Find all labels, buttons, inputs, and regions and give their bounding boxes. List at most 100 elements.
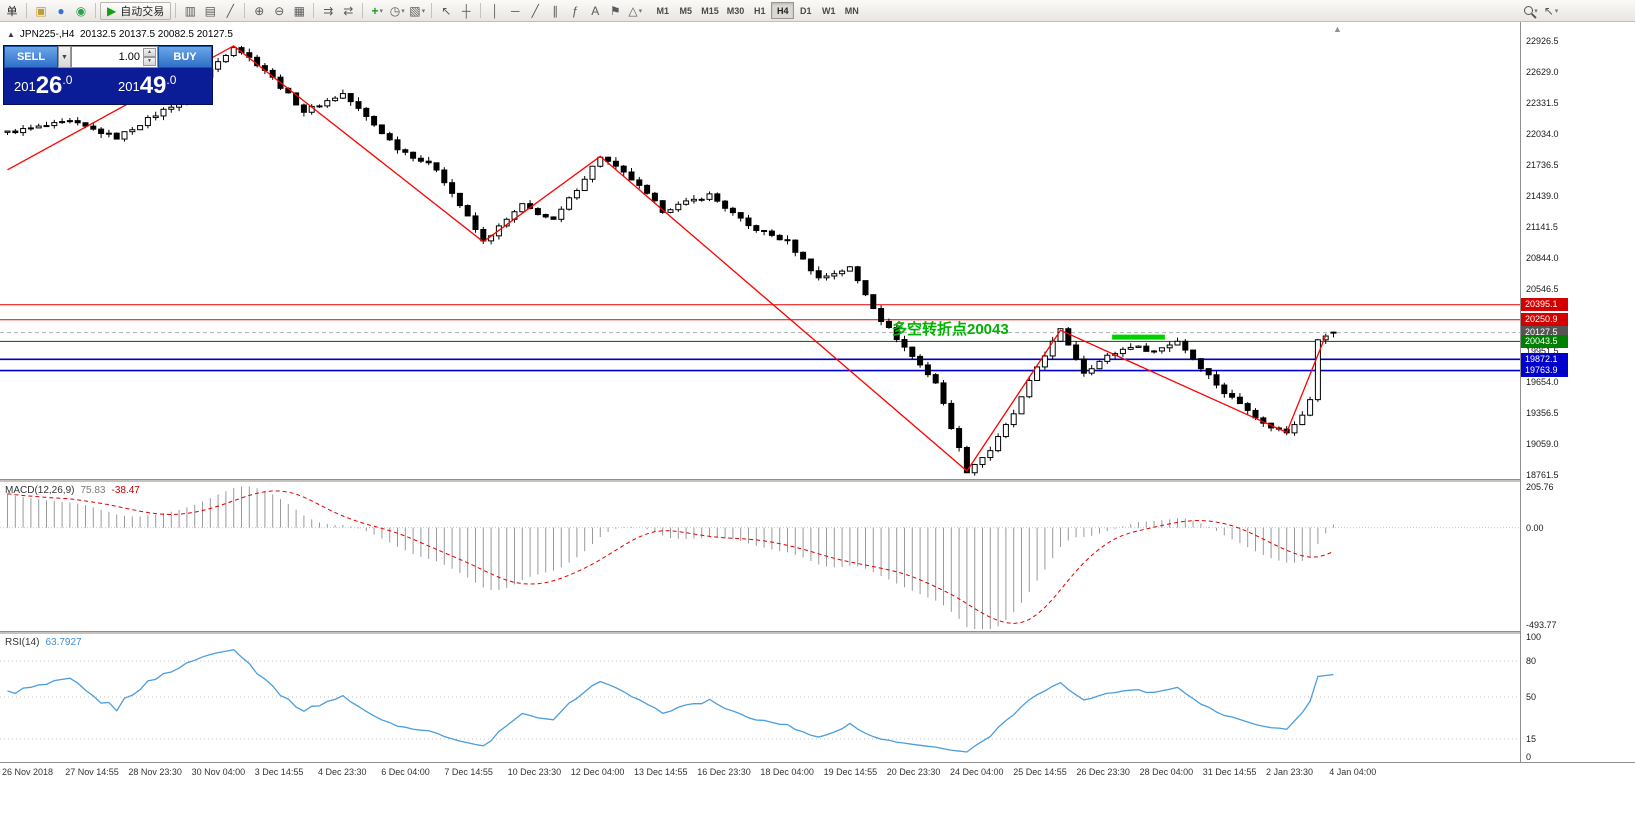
macd-axis-label: -493.77 bbox=[1526, 620, 1557, 630]
bar-chart-icon[interactable]: ▥ bbox=[184, 3, 196, 18]
toolbar-separator bbox=[362, 3, 364, 18]
price-axis[interactable]: 22926.5 22629.0 22331.5 22034.0 21736.5 21439… bbox=[1520, 22, 1635, 762]
volume-dropdown-icon[interactable]: ▼ bbox=[58, 46, 71, 68]
search-icon[interactable]: ▾ bbox=[1521, 2, 1541, 20]
time-axis-label: 30 Nov 04:00 bbox=[191, 767, 246, 777]
tile-windows-icon[interactable]: ▦ bbox=[293, 3, 305, 18]
horizontal-line-icon[interactable]: ─ bbox=[510, 3, 520, 18]
time-axis-label: 26 Dec 23:30 bbox=[1076, 767, 1130, 777]
time-axis-label: 26 Nov 2018 bbox=[2, 767, 54, 777]
autotrading-button[interactable]: ▶ 自动交易 bbox=[100, 1, 172, 20]
chart-shift-marker-icon[interactable]: ▲ bbox=[1333, 24, 1342, 34]
rsi-axis-label: 50 bbox=[1526, 692, 1537, 702]
auto-scroll-icon[interactable]: ⇉ bbox=[323, 3, 334, 18]
periods-icon[interactable]: ◷ ▾ bbox=[389, 3, 405, 18]
time-axis-label: 3 Dec 14:55 bbox=[254, 767, 304, 777]
zoom-in-icon[interactable]: ⊕ bbox=[254, 3, 265, 18]
candlestick-chart[interactable] bbox=[0, 22, 1520, 479]
volume-down-icon[interactable]: ▼ bbox=[143, 57, 156, 66]
price-tag: 19763.9 bbox=[1521, 364, 1568, 378]
chart-shift-icon[interactable]: ⇄ bbox=[343, 3, 354, 18]
chart-symbol-period: JPN225-,H4 bbox=[19, 29, 75, 40]
timeframe-d1[interactable]: D1 bbox=[800, 5, 812, 16]
new-chart-icon[interactable]: ▣ bbox=[35, 3, 47, 18]
price-axis-label: 19951.5 bbox=[1526, 346, 1559, 356]
cursor-icon[interactable]: ↖ bbox=[441, 3, 452, 18]
price-axis-label: 22629.0 bbox=[1526, 67, 1559, 77]
toolbar-separator bbox=[431, 3, 433, 18]
time-axis-label: 31 Dec 14:55 bbox=[1202, 767, 1257, 777]
macd-indicator-chart[interactable] bbox=[0, 482, 1520, 631]
zoom-out-icon[interactable]: ⊖ bbox=[274, 3, 285, 18]
new-order-button[interactable]: 单 bbox=[6, 5, 18, 18]
main-toolbar: 单 ▣ ● ◉ ▶ 自动交易 ▥ ▤ ╱ ⊕ ⊖ ▦ ⇉ ⇄ + ▾ ◷ ▾ ▧ ▾ ↖ ┼ │ ─ ╱ ∥ ƒ A ⚑ △ ▾ M1 M5 M… bbox=[0, 0, 1635, 22]
time-axis-label: 13 Dec 14:55 bbox=[634, 767, 688, 777]
timeframe-h4[interactable]: H4 bbox=[771, 2, 795, 19]
text-icon[interactable]: A bbox=[591, 3, 600, 18]
fibonacci-icon[interactable]: ƒ bbox=[571, 3, 579, 18]
time-axis-label: 4 Jan 04:00 bbox=[1329, 767, 1377, 777]
buy-button[interactable]: BUY bbox=[158, 46, 212, 68]
toolbar-separator bbox=[313, 3, 315, 18]
channel-icon[interactable]: ∥ bbox=[552, 3, 559, 18]
shapes-icon[interactable]: △ ▾ bbox=[628, 3, 643, 18]
trendline-icon[interactable]: ╱ bbox=[531, 3, 539, 18]
one-click-collapse-icon[interactable]: ▲ bbox=[7, 30, 15, 39]
crosshair-icon[interactable]: ┼ bbox=[461, 3, 471, 18]
price-tag: 19872.1 bbox=[1521, 352, 1568, 366]
label-icon[interactable]: ⚑ bbox=[609, 3, 621, 18]
time-axis-label: 24 Dec 04:00 bbox=[950, 767, 1004, 777]
toolbar-separator bbox=[244, 3, 246, 18]
timeframe-m1[interactable]: M1 bbox=[656, 5, 669, 16]
time-axis-label: 16 Dec 23:30 bbox=[697, 767, 751, 777]
price-axis-label: 22926.5 bbox=[1526, 36, 1559, 46]
sell-price[interactable]: 201 26.0 bbox=[14, 72, 73, 99]
price-axis-label: 21439.0 bbox=[1526, 191, 1559, 201]
sell-button[interactable]: SELL bbox=[4, 46, 58, 68]
time-axis-label: 27 Nov 14:55 bbox=[65, 767, 119, 777]
price-axis-label: 18761.5 bbox=[1526, 470, 1559, 480]
timeframe-mn[interactable]: MN bbox=[844, 5, 859, 16]
volume-input[interactable]: 1.00 ▲ ▼ bbox=[71, 46, 158, 68]
vertical-line-icon[interactable]: │ bbox=[491, 3, 499, 18]
rsi-indicator-label: RSI(14) 63.7927 bbox=[5, 637, 82, 648]
price-tag: 20395.1 bbox=[1521, 298, 1568, 312]
volume-value: 1.00 bbox=[118, 51, 140, 63]
toolbar-separator bbox=[26, 3, 27, 18]
profiles-icon[interactable]: ● bbox=[57, 3, 65, 18]
timeframe-m30[interactable]: M30 bbox=[726, 5, 745, 16]
timeframe-m5[interactable]: M5 bbox=[679, 5, 692, 16]
rsi-axis-label: 0 bbox=[1526, 752, 1532, 762]
timeframe-m15[interactable]: M15 bbox=[701, 5, 719, 16]
time-axis-label: 2 Jan 23:30 bbox=[1266, 767, 1314, 777]
panel-splitter[interactable] bbox=[0, 479, 1635, 482]
toolbar-right-group: ▾ ↖ ▾ bbox=[1521, 2, 1561, 20]
price-axis-label: 20844.0 bbox=[1526, 253, 1559, 263]
time-axis[interactable]: 26 Nov 2018 27 Nov 14:55 28 Nov 23:30 30 No… bbox=[0, 762, 1635, 782]
price-axis-label: 21736.5 bbox=[1526, 160, 1559, 170]
price-axis-label: 22034.0 bbox=[1526, 129, 1559, 139]
pointer-tool-icon[interactable]: ↖ ▾ bbox=[1543, 3, 1559, 18]
indicators-icon[interactable]: + ▾ bbox=[371, 3, 383, 18]
market-watch-icon[interactable]: ◉ bbox=[75, 3, 87, 18]
rsi-indicator-chart[interactable] bbox=[0, 634, 1520, 762]
candlestick-icon[interactable]: ▤ bbox=[204, 3, 216, 18]
chart-title: ▲ JPN225-,H4 20132.5 20137.5 20082.5 2012… bbox=[7, 29, 233, 40]
price-axis-label: 19059.0 bbox=[1526, 439, 1559, 449]
timeframe-w1[interactable]: W1 bbox=[822, 5, 836, 16]
rsi-axis-label: 80 bbox=[1526, 656, 1537, 666]
templates-icon[interactable]: ▧ ▾ bbox=[409, 3, 426, 18]
volume-up-icon[interactable]: ▲ bbox=[143, 48, 156, 57]
price-tag: 20043.5 bbox=[1521, 334, 1568, 348]
time-axis-label: 7 Dec 14:55 bbox=[444, 767, 493, 777]
timeframe-h1[interactable]: H1 bbox=[754, 5, 766, 16]
toolbar-separator bbox=[95, 3, 96, 18]
price-axis-label: 21141.5 bbox=[1526, 222, 1558, 232]
panel-splitter[interactable] bbox=[0, 631, 1635, 634]
one-click-trading-panel: SELL ▼ 1.00 ▲ ▼ BUY 201 26.0 201 49.0 bbox=[3, 45, 213, 105]
time-axis-label: 28 Nov 23:30 bbox=[128, 767, 182, 777]
time-axis-label: 25 Dec 14:55 bbox=[1013, 767, 1067, 777]
buy-price[interactable]: 201 49.0 bbox=[118, 72, 177, 99]
time-axis-label: 18 Dec 04:00 bbox=[760, 767, 814, 777]
line-chart-icon[interactable]: ╱ bbox=[226, 3, 234, 18]
